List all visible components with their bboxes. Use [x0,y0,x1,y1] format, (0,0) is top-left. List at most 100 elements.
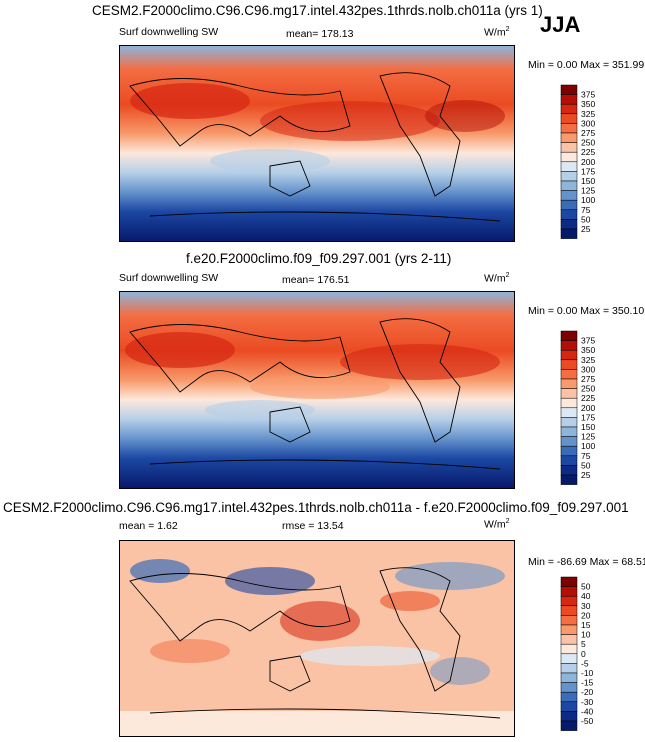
colorbar-swatch [560,349,578,361]
colorbar-swatch [560,180,578,191]
colorbar-tick-label: -5 [581,658,589,668]
colorbar-swatch [560,445,578,457]
colorbar-tick-label: 100 [581,441,595,451]
colorbar-swatch [560,436,578,447]
colorbar-swatch [560,142,578,153]
colorbar-tick-label: 275 [581,128,595,138]
colorbar-tick-label: 375 [581,90,595,100]
colorbar-tick-label: -40 [581,706,594,716]
colorbar-swatch [560,84,578,95]
panel3-map-field [120,541,514,736]
panel3-units: W/m2 [484,518,510,531]
colorbar-swatch [560,190,578,201]
colorbar-tick-label: 300 [581,118,595,128]
colorbar-swatch [560,228,578,239]
colorbar-tick-label: 325 [581,355,595,365]
colorbar-tick-label: -30 [581,697,594,707]
colorbar-swatch [560,605,578,616]
panel2-title: f.e20.F2000climo.f09_f09.297.001 (yrs 2-… [186,251,452,266]
colorbar-swatch [560,624,578,635]
colorbar-tick-label: 15 [581,620,591,630]
colorbar-tick-label: -20 [581,687,594,697]
colorbar-swatch [560,720,578,731]
colorbar-tick-label: 375 [581,336,595,346]
colorbar-swatch [560,94,578,105]
colorbar-swatch [560,465,578,476]
colorbar-swatch [560,672,578,683]
season-label: JJA [540,12,581,37]
panel1-units: W/m2 [484,26,510,39]
colorbar-tick-label: 100 [581,195,595,205]
colorbar-swatch [560,369,578,380]
panel3-title: CESM2.F2000climo.C96.C96.mg17.intel.432p… [3,500,629,515]
colorbar-swatch [560,407,578,418]
colorbar-swatch [560,455,578,466]
colorbar-tick-label: 50 [581,582,591,592]
colorbar-tick-label: 150 [581,422,595,432]
colorbar-tick-label: 250 [581,138,595,148]
colorbar-swatch [560,586,578,597]
panel3-map [119,540,515,737]
colorbar-tick-label: 10 [581,630,591,640]
panel2-map [119,291,515,489]
colorbar-tick-label: 5 [581,639,586,649]
colorbar-swatch [560,397,578,409]
colorbar-tick-label: 0 [581,649,586,659]
panel2-map-field [120,292,514,488]
panel1-colorbar: 3753503253002752502252001751501251007550… [560,84,595,239]
colorbar-swatch [560,330,578,341]
colorbar-swatch [560,171,578,182]
colorbar-tick-label: 200 [581,157,595,167]
colorbar-tick-label: 50 [581,214,591,224]
colorbar-swatch [560,634,578,645]
colorbar-swatch [560,103,578,115]
colorbar-tick-label: -10 [581,668,594,678]
colorbar-swatch [560,417,578,428]
panel3-mean-label: mean = 1.62 [119,520,178,532]
colorbar-tick-label: 300 [581,364,595,374]
panel1-mean-label: mean= 178.13 [286,28,354,40]
colorbar-swatch [560,359,578,370]
colorbar-tick-label: 350 [581,99,595,109]
panel1-variable-label: Surf downwelling SW [119,26,219,38]
colorbar-swatch [560,615,578,626]
colorbar-swatch [560,682,578,693]
panel1-title: CESM2.F2000climo.C96.C96.mg17.intel.432p… [92,3,543,18]
colorbar-tick-label: 50 [581,460,591,470]
colorbar-swatch [560,340,578,351]
panel2-minmax: Min = 0.00 Max = 350.10 [528,305,645,317]
colorbar-tick-label: 30 [581,601,591,611]
colorbar-tick-label: 150 [581,176,595,186]
panel2-colorbar: 3753503253002752502252001751501251007550… [560,330,595,485]
colorbar-tick-label: 40 [581,591,591,601]
panel1-minmax: Min = 0.00 Max = 351.99 [528,59,645,71]
colorbar-tick-label: 25 [581,224,591,234]
colorbar-swatch [560,219,578,230]
colorbar-swatch [560,123,578,134]
colorbar-swatch [560,701,578,712]
colorbar-swatch [560,663,578,674]
colorbar-swatch [560,711,578,722]
colorbar-tick-label: 275 [581,374,595,384]
colorbar-swatch [560,113,578,124]
panel3-rmse-label: rmse = 13.54 [282,520,344,532]
colorbar-swatch [560,209,578,220]
colorbar-tick-label: 225 [581,147,595,157]
colorbar-tick-label: 325 [581,109,595,119]
colorbar-swatch [560,595,578,607]
colorbar-tick-label: -50 [581,716,594,726]
colorbar-swatch [560,378,578,389]
colorbar-swatch [560,691,578,703]
colorbar-swatch [560,388,578,399]
panel2-mean-label: mean= 176.51 [282,274,350,286]
panel1-map-field [120,46,514,241]
colorbar-tick-label: 125 [581,186,595,196]
colorbar-swatch [560,426,578,437]
panel1-map [119,45,515,242]
colorbar-swatch [560,161,578,172]
colorbar-tick-label: 20 [581,610,591,620]
colorbar-swatch [560,474,578,485]
panel2-units: W/m2 [484,272,510,285]
colorbar-tick-label: 125 [581,432,595,442]
